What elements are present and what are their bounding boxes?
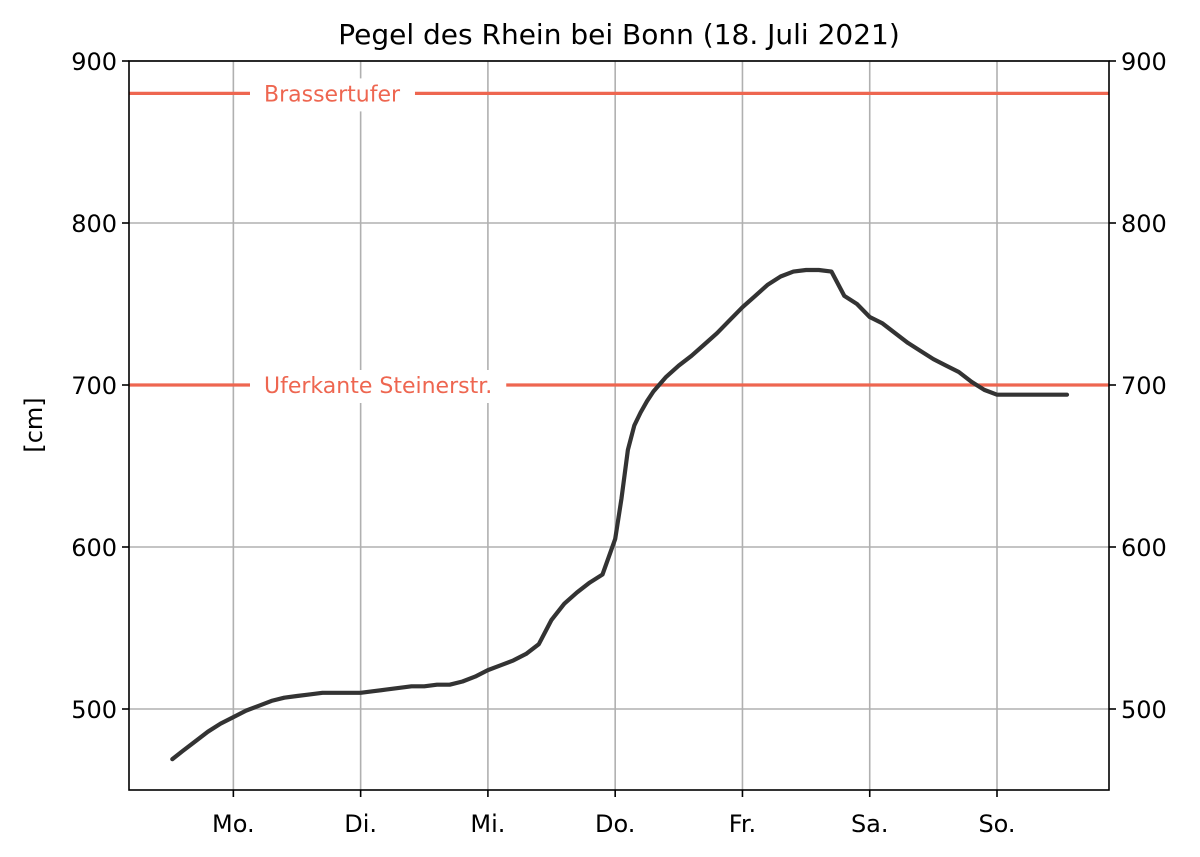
x-tick-label: Fr. [729, 810, 756, 838]
y-tick-label-right: 500 [1121, 696, 1167, 724]
plot-frame [128, 60, 1110, 791]
axis-layer: Mo. Di. Mi. Do. Fr. Sa. So. 500 500 600 600 700 700 8… [71, 48, 1167, 838]
series-layer [170, 267, 1070, 762]
x-tick-label: Mo. [212, 810, 255, 838]
y-axis-label: [cm] [20, 397, 48, 452]
grid-layer [129, 60, 1109, 790]
x-tick-label: Mi. [470, 810, 505, 838]
y-tick-label-right: 800 [1121, 210, 1167, 238]
y-tick-label-left: 800 [71, 210, 117, 238]
water-level-line [170, 267, 1070, 762]
x-tick-label: Do. [595, 810, 635, 838]
y-tick-label-right: 900 [1121, 48, 1167, 76]
x-tick-label: Sa. [851, 810, 889, 838]
threshold-label: Uferkante Steinerstr. [264, 374, 492, 399]
y-tick-label-right: 600 [1121, 534, 1167, 562]
x-tick-label: So. [978, 810, 1015, 838]
x-tick-label: Di. [344, 810, 377, 838]
y-tick-label-left: 600 [71, 534, 117, 562]
threshold-label-background [250, 370, 507, 403]
threshold-label: Brassertufer [264, 82, 401, 107]
y-tick-label-left: 700 [71, 372, 117, 400]
y-tick-label-left: 900 [71, 48, 117, 76]
y-tick-label-right: 700 [1121, 372, 1167, 400]
y-tick-label-left: 500 [71, 696, 117, 724]
chart-title: Pegel des Rhein bei Bonn (18. Juli 2021) [338, 18, 900, 51]
threshold-label-background [250, 78, 415, 112]
threshold-layer: Brassertufer Uferkante Steinerstr. [129, 78, 1109, 403]
